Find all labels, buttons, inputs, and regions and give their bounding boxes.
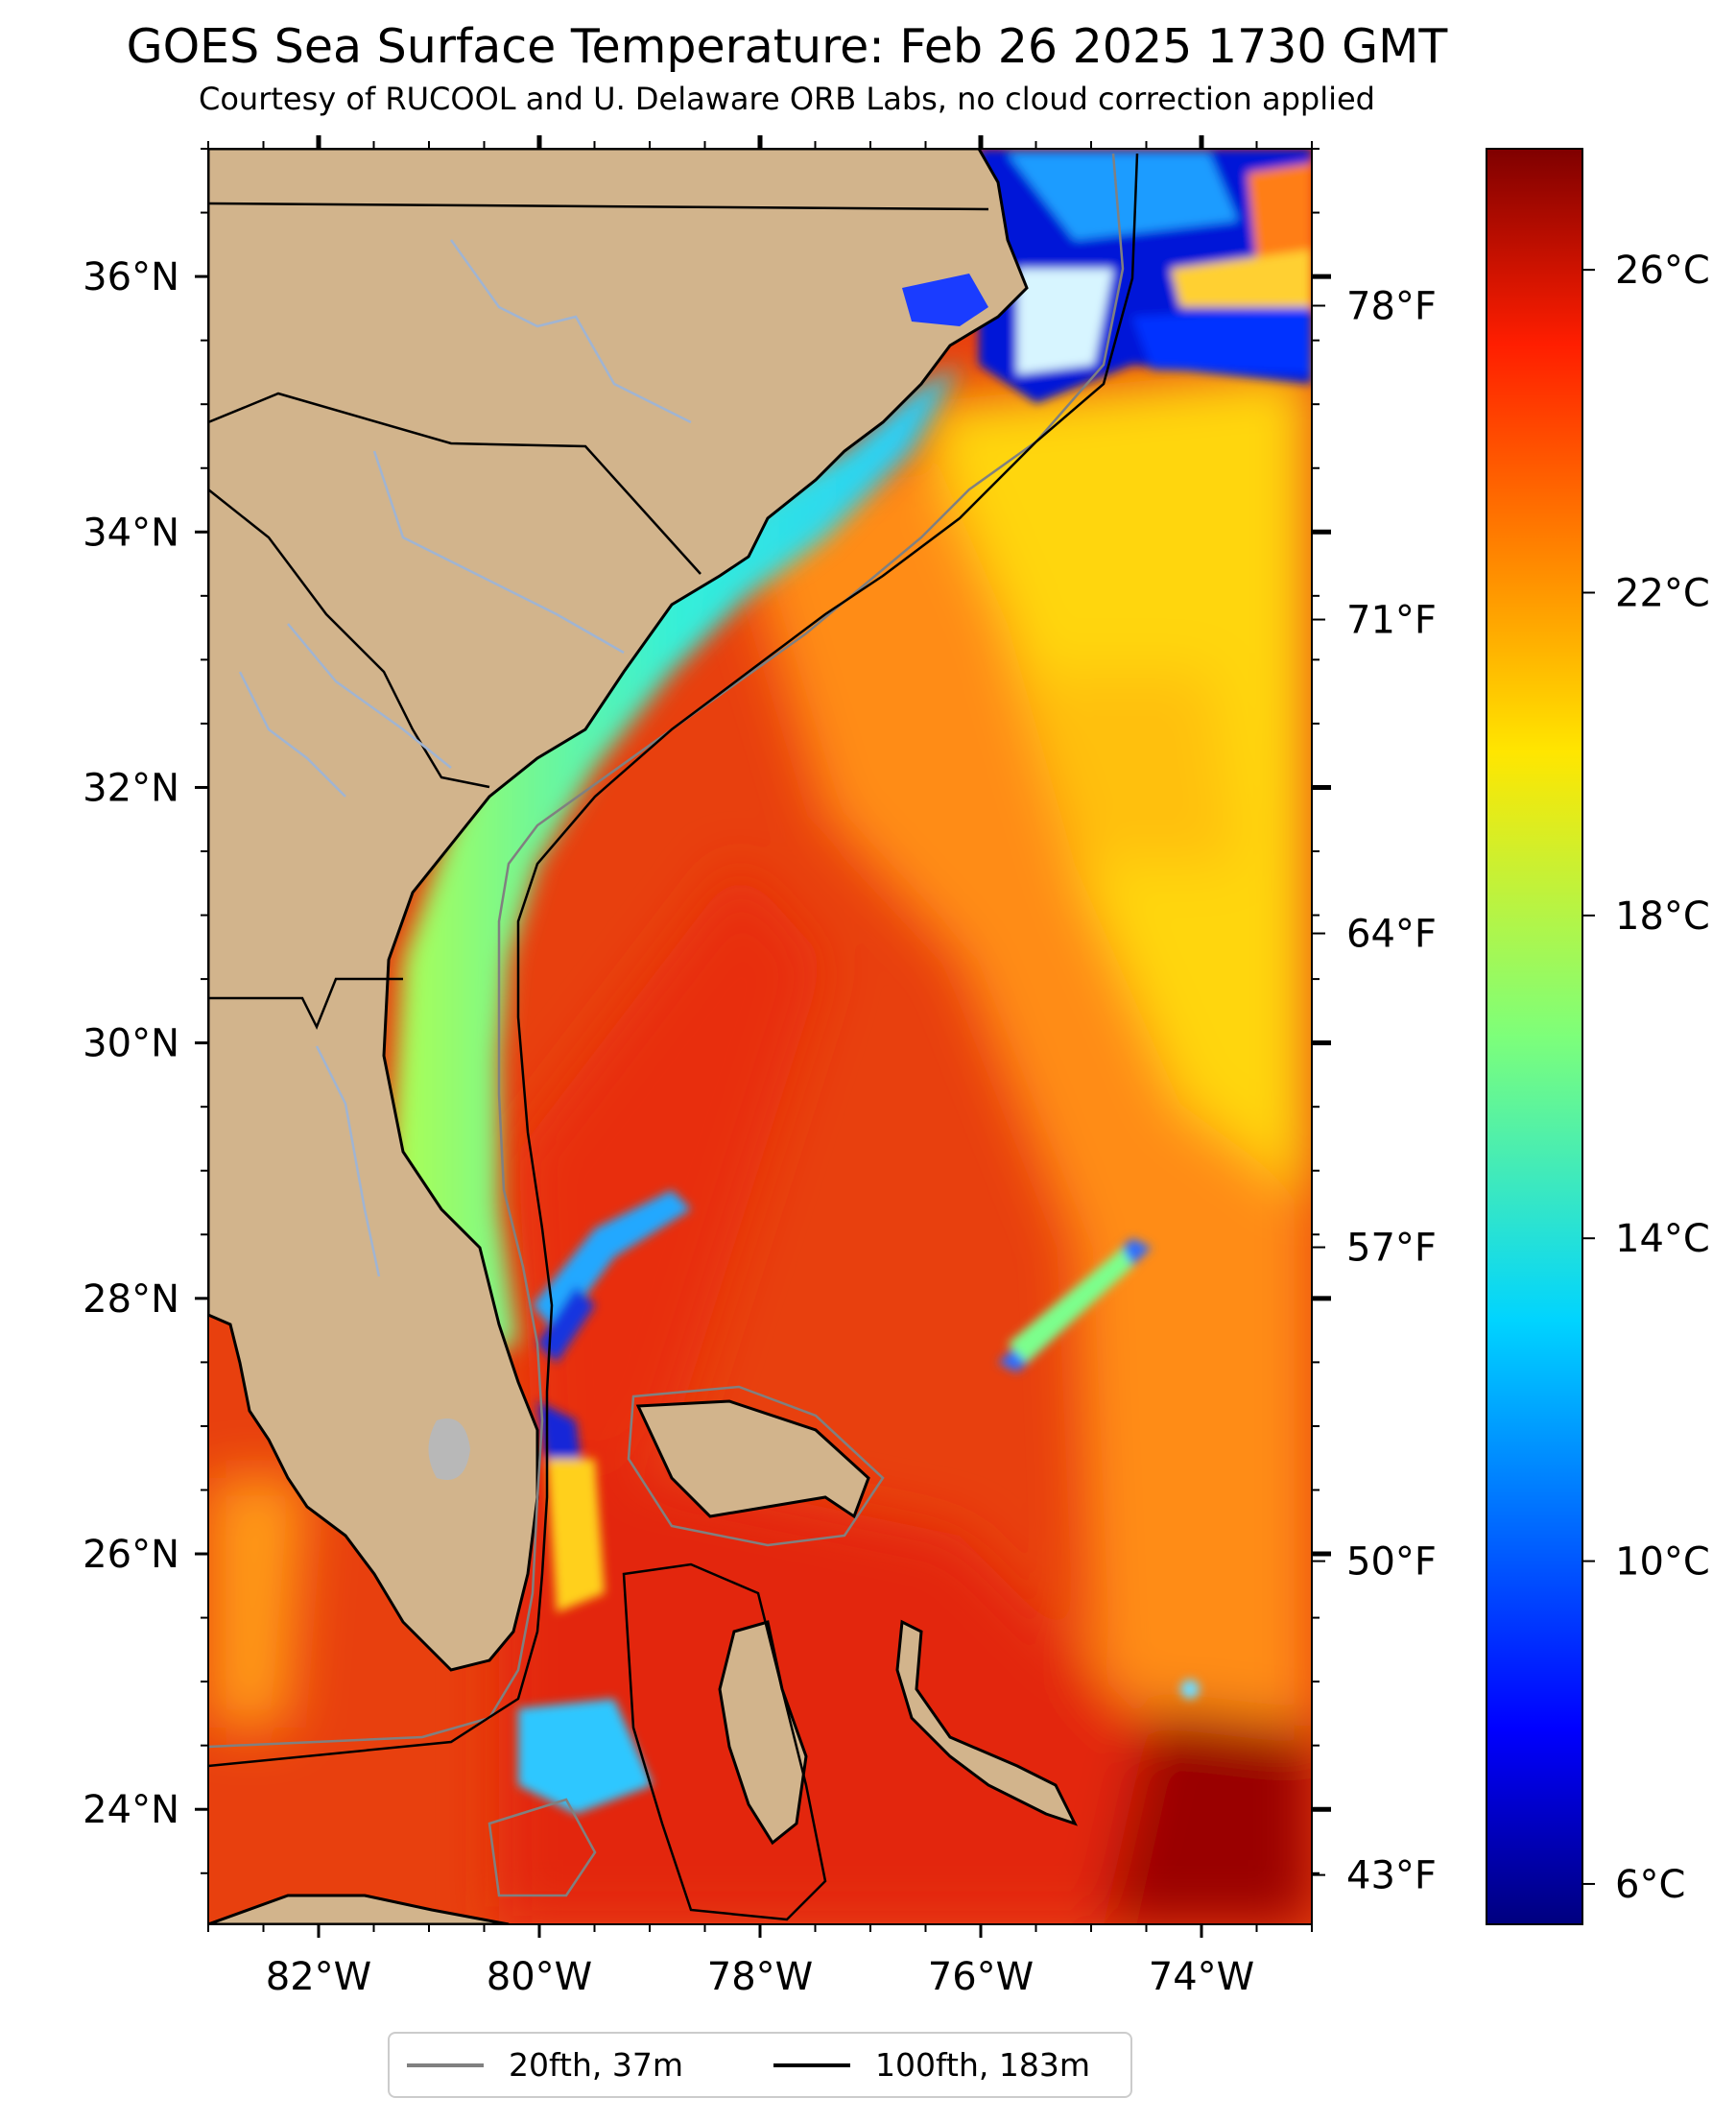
- fahrenheit-tick-label: 78°F: [1346, 285, 1437, 329]
- isobath-100fth: [208, 153, 1139, 1768]
- colorbar-ticks: 6°C 10°C 14°C 18°C 22°C 26°C: [1582, 249, 1710, 1907]
- isobaths: [208, 153, 1139, 1921]
- colorbar-tick-label: 6°C: [1615, 1863, 1685, 1907]
- lat-tick-label: 30°N: [83, 1022, 179, 1066]
- lat-tick-label: 24°N: [83, 1788, 179, 1832]
- legend-label-100fth: 100fth, 183m: [875, 2046, 1090, 2084]
- us-mainland: [208, 149, 1029, 1672]
- rivers: [238, 239, 692, 1277]
- colorbar-tick-label: 18°C: [1615, 894, 1710, 939]
- cuba-coast: [208, 1894, 510, 1924]
- colorbar-tick-label: 26°C: [1615, 249, 1710, 293]
- grand-bahama: [635, 1399, 870, 1519]
- lon-tick-label: 76°W: [928, 1955, 1034, 1999]
- isobath-20fth: [208, 153, 1125, 1749]
- legend-item-20fth: 20fth, 37m: [407, 2034, 683, 2096]
- colorbar-tick-label: 10°C: [1615, 1540, 1710, 1585]
- colorbar-tick-label: 22°C: [1615, 572, 1710, 616]
- page-title: GOES Sea Surface Temperature: Feb 26 202…: [126, 19, 1448, 74]
- colorbar: 6°C 10°C 14°C 18°C 22°C 26°C: [1486, 148, 1710, 1925]
- fahrenheit-axis: 43°F 50°F 57°F 64°F 71°F 78°F: [1312, 285, 1437, 1898]
- longitude-axis: 82°W 80°W 78°W 76°W 74°W: [207, 135, 1313, 1999]
- lon-tick-label: 82°W: [266, 1955, 371, 1999]
- lat-tick-label: 26°N: [83, 1533, 179, 1577]
- fahrenheit-tick-label: 57°F: [1346, 1227, 1437, 1271]
- lon-tick-label: 80°W: [487, 1955, 592, 1999]
- page-subtitle: Courtesy of RUCOOL and U. Delaware ORB L…: [199, 81, 1375, 117]
- fahrenheit-tick-label: 43°F: [1346, 1854, 1437, 1898]
- lat-tick-label: 34°N: [83, 511, 179, 555]
- colorbar-tick-label: 14°C: [1615, 1217, 1710, 1261]
- lat-tick-label: 28°N: [83, 1277, 179, 1322]
- fahrenheit-tick-label: 71°F: [1346, 599, 1437, 643]
- bahamas-islands: [895, 1619, 1078, 1826]
- fahrenheit-tick-label: 64°F: [1346, 913, 1437, 957]
- latitude-axis: 24°N 26°N 28°N 30°N 32°N 34°N 36°N: [83, 148, 1331, 1874]
- legend-swatch-20fth: [407, 2062, 484, 2067]
- lake-okeechobee: [428, 1419, 470, 1480]
- legend-label-20fth: 20fth, 37m: [509, 2046, 683, 2084]
- lon-tick-label: 78°W: [707, 1955, 813, 1999]
- state-borders: [208, 202, 989, 1031]
- lat-tick-label: 32°N: [83, 766, 179, 810]
- land: [208, 149, 1078, 1924]
- lon-tick-label: 74°W: [1149, 1955, 1254, 1999]
- fahrenheit-tick-label: 50°F: [1346, 1540, 1437, 1585]
- legend-item-100fth: 100fth, 183m: [773, 2034, 1090, 2096]
- isobath-legend: 20fth, 37m 100fth, 183m: [388, 2032, 1132, 2098]
- sound-water: [902, 274, 988, 326]
- colorbar-gradient: [1486, 148, 1583, 1925]
- legend-swatch-100fth: [773, 2062, 850, 2067]
- lat-tick-label: 36°N: [83, 255, 179, 299]
